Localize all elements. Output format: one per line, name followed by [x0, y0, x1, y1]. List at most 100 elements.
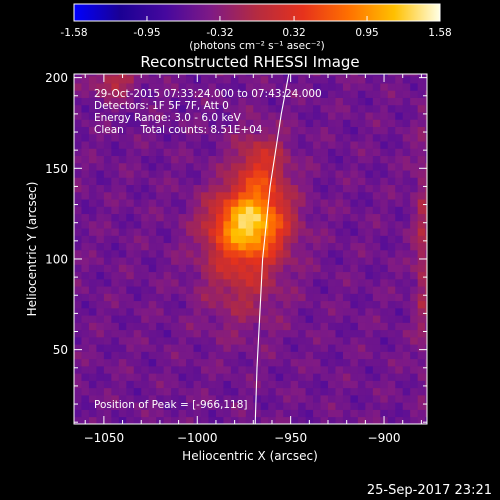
heatmap-cell [245, 264, 254, 273]
heatmap-cell [365, 373, 374, 381]
heatmap-cell [245, 112, 254, 120]
heatmap-cell [171, 97, 179, 106]
heatmap-cell [328, 264, 336, 273]
heatmap-cell [268, 220, 277, 229]
heatmap-cell [335, 402, 344, 410]
heatmap-cell [163, 271, 172, 280]
heatmap-cell [126, 199, 135, 207]
heatmap-cell [320, 199, 329, 207]
heatmap-cell [275, 112, 284, 120]
heatmap-cell [290, 74, 299, 77]
heatmap-cell [395, 315, 404, 323]
heatmap-cell [260, 307, 269, 316]
heatmap-cell [156, 257, 165, 265]
heatmap-cell [215, 329, 224, 338]
heatmap-cell [275, 133, 284, 142]
heatmap-cell [275, 336, 284, 345]
heatmap-cell [253, 90, 262, 98]
heatmap-cell [223, 83, 232, 91]
heatmap-cell [268, 315, 277, 323]
heatmap-cell [126, 293, 135, 302]
heatmap-cell [283, 351, 292, 360]
heatmap-cell [171, 83, 179, 91]
heatmap-cell [215, 220, 224, 229]
heatmap-cell [245, 271, 254, 280]
heatmap-cell [372, 271, 381, 280]
heatmap-cell [81, 365, 90, 374]
heatmap-cell [171, 315, 179, 323]
heatmap-cell [342, 344, 351, 352]
heatmap-cell [245, 228, 254, 236]
heatmap-cell [201, 133, 209, 142]
heatmap-cell [156, 75, 165, 84]
heatmap-cell [387, 351, 396, 360]
heatmap-cell [126, 141, 135, 149]
heatmap-cell [260, 373, 269, 381]
heatmap-cell [171, 162, 179, 171]
heatmap-cell [313, 242, 321, 251]
heatmap-cell [298, 170, 306, 178]
heatmap-cell [88, 344, 97, 352]
heatmap-cell [193, 220, 202, 229]
heatmap-cell [81, 344, 90, 352]
heatmap-cell [313, 191, 321, 200]
heatmap-cell [342, 199, 351, 207]
heatmap-cell [335, 83, 344, 91]
heatmap-cell [365, 141, 374, 149]
heatmap-cell [126, 322, 135, 331]
heatmap-cell [103, 402, 112, 410]
heatmap-cell [298, 235, 306, 244]
heatmap-cell [163, 235, 172, 244]
heatmap-cell [133, 344, 142, 352]
heatmap-cell [133, 322, 142, 331]
heatmap-cell [320, 170, 329, 178]
heatmap-cell [133, 133, 142, 142]
heatmap-cell [290, 300, 299, 309]
heatmap-cell [148, 213, 157, 222]
heatmap-cell [81, 148, 90, 157]
heatmap-cell [126, 402, 135, 410]
heatmap-cell [156, 133, 165, 142]
heatmap-cell [357, 148, 366, 157]
heatmap-cell [223, 336, 232, 345]
heatmap-cell [305, 162, 314, 171]
heatmap-cell [215, 402, 224, 410]
heatmap-cell [171, 387, 179, 396]
heatmap-cell [417, 206, 426, 215]
heatmap-cell [238, 322, 247, 331]
heatmap-cell [186, 90, 194, 98]
heatmap-cell [74, 315, 82, 323]
heatmap-cell [402, 286, 411, 294]
heatmap-cell [215, 90, 224, 98]
heatmap-cell [133, 271, 142, 280]
heatmap-cell [342, 286, 351, 294]
heatmap-cell [238, 344, 247, 352]
heatmap-cell [417, 177, 426, 186]
heatmap-cell [245, 184, 254, 193]
heatmap-cell [320, 235, 329, 244]
heatmap-cell [178, 90, 187, 98]
heatmap-cell [365, 351, 374, 360]
heatmap-cell [230, 112, 239, 120]
heatmap-cell [328, 119, 336, 127]
heatmap-cell [245, 162, 254, 171]
heatmap-cell [186, 155, 194, 164]
heatmap-cell [74, 213, 82, 222]
heatmap-cell [133, 358, 142, 367]
heatmap-cell [215, 307, 224, 316]
heatmap-cell [103, 228, 112, 236]
heatmap-cell [395, 249, 404, 258]
heatmap-cell [260, 409, 269, 418]
heatmap-cell [268, 119, 277, 127]
heatmap-cell [305, 336, 314, 345]
heatmap-cell [88, 387, 97, 396]
heatmap-cell [283, 409, 292, 418]
heatmap-cell [260, 257, 269, 265]
heatmap-cell [320, 257, 329, 265]
heatmap-cell [88, 358, 97, 367]
heatmap-cell [171, 141, 179, 149]
heatmap-cell [342, 351, 351, 360]
heatmap-cell [260, 322, 269, 331]
heatmap-cell [186, 300, 194, 309]
heatmap-cell [223, 249, 232, 258]
